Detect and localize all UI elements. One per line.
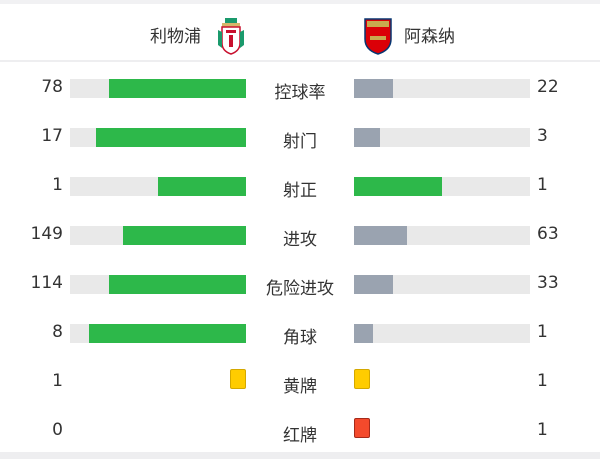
stat-label: 控球率 (274, 83, 326, 103)
away-stat-fill (354, 324, 374, 343)
home-stat-bar (70, 226, 246, 245)
red-card-icon (354, 418, 370, 438)
away-stat-fill (354, 226, 407, 245)
stat-label: 角球 (283, 328, 317, 348)
stat-label: 红牌 (283, 426, 317, 446)
stat-row: 1 射正 1 (0, 162, 600, 211)
stat-label: 进攻 (283, 230, 317, 250)
away-stat-bar (354, 177, 530, 196)
home-stat-fill (158, 177, 246, 196)
away-stat-value: 1 (537, 175, 548, 195)
away-stat-fill (354, 79, 393, 98)
teams-header: 利物浦 阿森纳 (0, 4, 600, 62)
away-stat-value: 1 (537, 322, 548, 342)
yellow-card-icon (230, 369, 246, 389)
home-stat-fill (108, 79, 246, 98)
away-stat-value: 3 (537, 126, 548, 146)
home-stat-value: 114 (30, 273, 63, 293)
stat-row: 114 危险进攻 33 (0, 260, 600, 309)
away-stat-fill (354, 275, 393, 294)
home-stat-value: 1 (52, 371, 63, 391)
home-stat-value: 0 (52, 420, 63, 440)
away-stat-fill (354, 177, 442, 196)
away-stat-fill (354, 128, 381, 147)
home-stat-bar (70, 324, 246, 343)
home-stat-bar (70, 128, 246, 147)
home-team-name: 利物浦 (150, 27, 201, 47)
away-stat-bar (354, 226, 530, 245)
away-stat-value: 22 (537, 77, 559, 97)
home-stat-value: 149 (30, 224, 63, 244)
away-stat-bar (354, 324, 530, 343)
stat-row: 8 角球 1 (0, 309, 600, 358)
yellow-card-icon (354, 369, 370, 389)
liverpool-crest-icon (218, 18, 244, 55)
home-stat-fill (122, 226, 246, 245)
away-stat-bar (354, 275, 530, 294)
away-team-name: 阿森纳 (404, 27, 455, 47)
home-stat-fill (89, 324, 246, 343)
stat-label: 射门 (283, 132, 317, 152)
home-stat-value: 1 (52, 175, 63, 195)
stat-row: 149 进攻 63 (0, 211, 600, 260)
stat-row: 17 射门 3 (0, 113, 600, 162)
away-stat-bar (354, 128, 530, 147)
away-stat-value: 33 (537, 273, 559, 293)
away-stat-value: 63 (537, 224, 559, 244)
arsenal-crest-icon (364, 18, 392, 55)
home-stat-bar (70, 177, 246, 196)
stat-row: 1 黄牌 1 (0, 358, 600, 407)
home-stat-bar (70, 275, 246, 294)
stat-label: 黄牌 (283, 377, 317, 397)
home-stat-value: 17 (41, 126, 63, 146)
home-stat-fill (96, 128, 246, 147)
stat-row: 78 控球率 22 (0, 64, 600, 113)
home-stat-value: 8 (52, 322, 63, 342)
home-stat-value: 78 (41, 77, 63, 97)
away-stat-value: 1 (537, 420, 548, 440)
top-divider (0, 0, 600, 4)
stat-label: 射正 (283, 181, 317, 201)
away-stat-value: 1 (537, 371, 548, 391)
stat-row: 0 红牌 1 (0, 407, 600, 456)
home-stat-fill (108, 275, 246, 294)
home-stat-bar (70, 79, 246, 98)
bottom-divider (0, 452, 600, 459)
stat-label: 危险进攻 (266, 279, 334, 299)
away-stat-bar (354, 79, 530, 98)
